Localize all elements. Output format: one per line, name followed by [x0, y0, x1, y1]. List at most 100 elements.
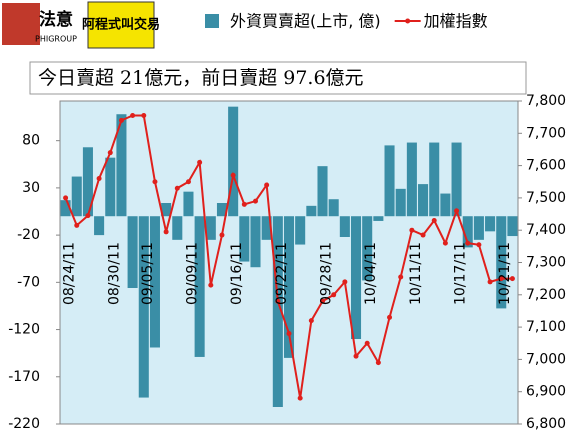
point [409, 227, 415, 233]
bar [183, 191, 194, 217]
y-tick-label: -170 [8, 369, 40, 385]
y2-tick-label: 7,300 [526, 255, 566, 271]
y-tick-label: 80 [22, 133, 40, 149]
point [308, 318, 314, 324]
point [431, 218, 437, 224]
bar [239, 216, 250, 262]
x-tick-label: 10/04/11 [363, 242, 379, 305]
logo-text: 法意 [39, 9, 73, 30]
point [387, 314, 393, 320]
bar [473, 216, 484, 240]
bar [60, 200, 71, 217]
point [454, 208, 460, 214]
point [498, 276, 504, 282]
x-tick-label: 09/22/11 [274, 242, 290, 305]
bar [283, 216, 295, 358]
point [420, 232, 426, 238]
x-tick-label: 09/05/11 [140, 242, 156, 305]
point [442, 240, 448, 246]
point [230, 172, 236, 178]
point [320, 298, 326, 304]
y2-tick-label: 7,400 [526, 222, 566, 238]
y2-tick-label: 7,800 [526, 93, 566, 109]
y2-tick-label: 7,600 [526, 158, 566, 174]
bar [228, 106, 239, 217]
point [331, 292, 337, 298]
x-tick-label: 09/09/11 [184, 242, 200, 305]
point [130, 113, 136, 119]
x-tick-label: 09/28/11 [319, 242, 335, 305]
point [141, 113, 147, 119]
point [342, 279, 348, 285]
bar [194, 216, 205, 357]
bar [127, 216, 138, 288]
bar [138, 216, 149, 398]
point [219, 232, 225, 238]
point [398, 274, 404, 280]
bar [205, 216, 216, 240]
point [85, 213, 91, 219]
bar [451, 142, 462, 217]
point [74, 222, 80, 228]
bar [462, 216, 473, 248]
y2-tick-label: 6,900 [526, 384, 566, 400]
bar [339, 216, 350, 237]
point [107, 150, 113, 156]
x-tick-label: 10/17/11 [453, 242, 469, 305]
point [174, 185, 180, 191]
logo-sub: PHIGROUP [35, 35, 77, 44]
bar [485, 216, 496, 232]
bar [384, 145, 395, 217]
bar [440, 193, 451, 217]
bar [317, 166, 328, 217]
x-tick-label: 10/11/11 [408, 242, 424, 305]
bar [161, 203, 172, 217]
point [118, 117, 124, 123]
point [297, 395, 303, 401]
y2-tick-label: 7,500 [526, 190, 566, 206]
point [152, 179, 158, 185]
y-tick-label: -220 [8, 416, 40, 432]
y2-tick-label: 7,000 [526, 351, 566, 367]
y-tick-label: -120 [8, 322, 40, 338]
bar [507, 216, 518, 237]
bar [82, 147, 93, 217]
bar [429, 142, 440, 217]
bar [261, 216, 272, 240]
point [208, 282, 214, 288]
bar [272, 216, 283, 407]
x-tick-label: 08/30/11 [106, 242, 122, 305]
logo-text: 阿程式叫交易 [82, 17, 160, 33]
point [286, 331, 292, 337]
point [252, 198, 258, 204]
chart-title: 今日賣超 21億元，前日賣超 97.6億元 [38, 67, 364, 89]
x-tick-label: 10/21/11 [497, 242, 513, 305]
y-tick-label: 30 [22, 180, 40, 196]
legend-label: 外資買賣超(上市, 億) [230, 12, 381, 31]
y2-tick-label: 7,700 [526, 125, 566, 141]
point [96, 176, 102, 182]
point [353, 353, 359, 359]
y2-tick-label: 7,100 [526, 319, 566, 335]
bar [172, 216, 183, 240]
bar [328, 199, 339, 217]
y2-tick-label: 7,200 [526, 287, 566, 303]
point [197, 159, 203, 165]
point [476, 242, 482, 248]
bar [373, 216, 384, 221]
point [264, 182, 270, 188]
point [509, 276, 515, 282]
legend-label: 加權指數 [424, 12, 488, 31]
point [375, 360, 381, 366]
point [487, 279, 493, 285]
point [63, 195, 69, 201]
x-tick-label: 09/16/11 [229, 242, 245, 305]
bar [105, 157, 116, 217]
point [163, 229, 169, 235]
bar [250, 216, 261, 268]
point [364, 340, 370, 346]
bar [71, 176, 82, 217]
point [185, 179, 191, 185]
bar [406, 142, 417, 217]
